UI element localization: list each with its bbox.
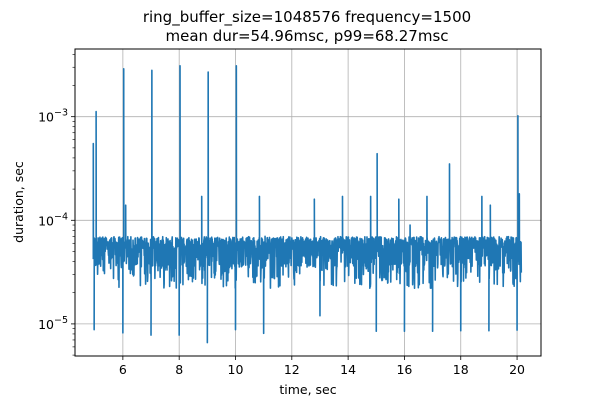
x-tick-label: 14 [340,362,356,377]
x-tick-label: 10 [228,362,244,377]
x-tick-label: 16 [396,362,412,377]
y-tick-label: 10−5 [38,315,68,332]
x-axis-ticks: 6 8 10 12 14 16 18 20 [119,356,525,377]
chart-title-line2: mean dur=54.96msc, p99=68.27msc [165,27,448,45]
x-tick-label: 20 [509,362,525,377]
x-axis-label: time, sec [279,382,336,397]
series-line-duration [92,64,523,344]
x-tick-label: 12 [284,362,300,377]
y-axis-ticks: 10−5 10−4 10−3 [38,53,75,356]
y-tick-label: 10−3 [38,108,68,125]
y-axis-label: duration, sec [11,161,26,243]
axes-frame [74,48,542,357]
plot-area [92,64,523,344]
y-tick-label: 10−4 [38,211,68,228]
x-tick-label: 18 [453,362,469,377]
chart-title-line1: ring_buffer_size=1048576 frequency=1500 [143,8,471,27]
x-tick-label: 8 [175,362,183,377]
x-tick-label: 6 [119,362,127,377]
